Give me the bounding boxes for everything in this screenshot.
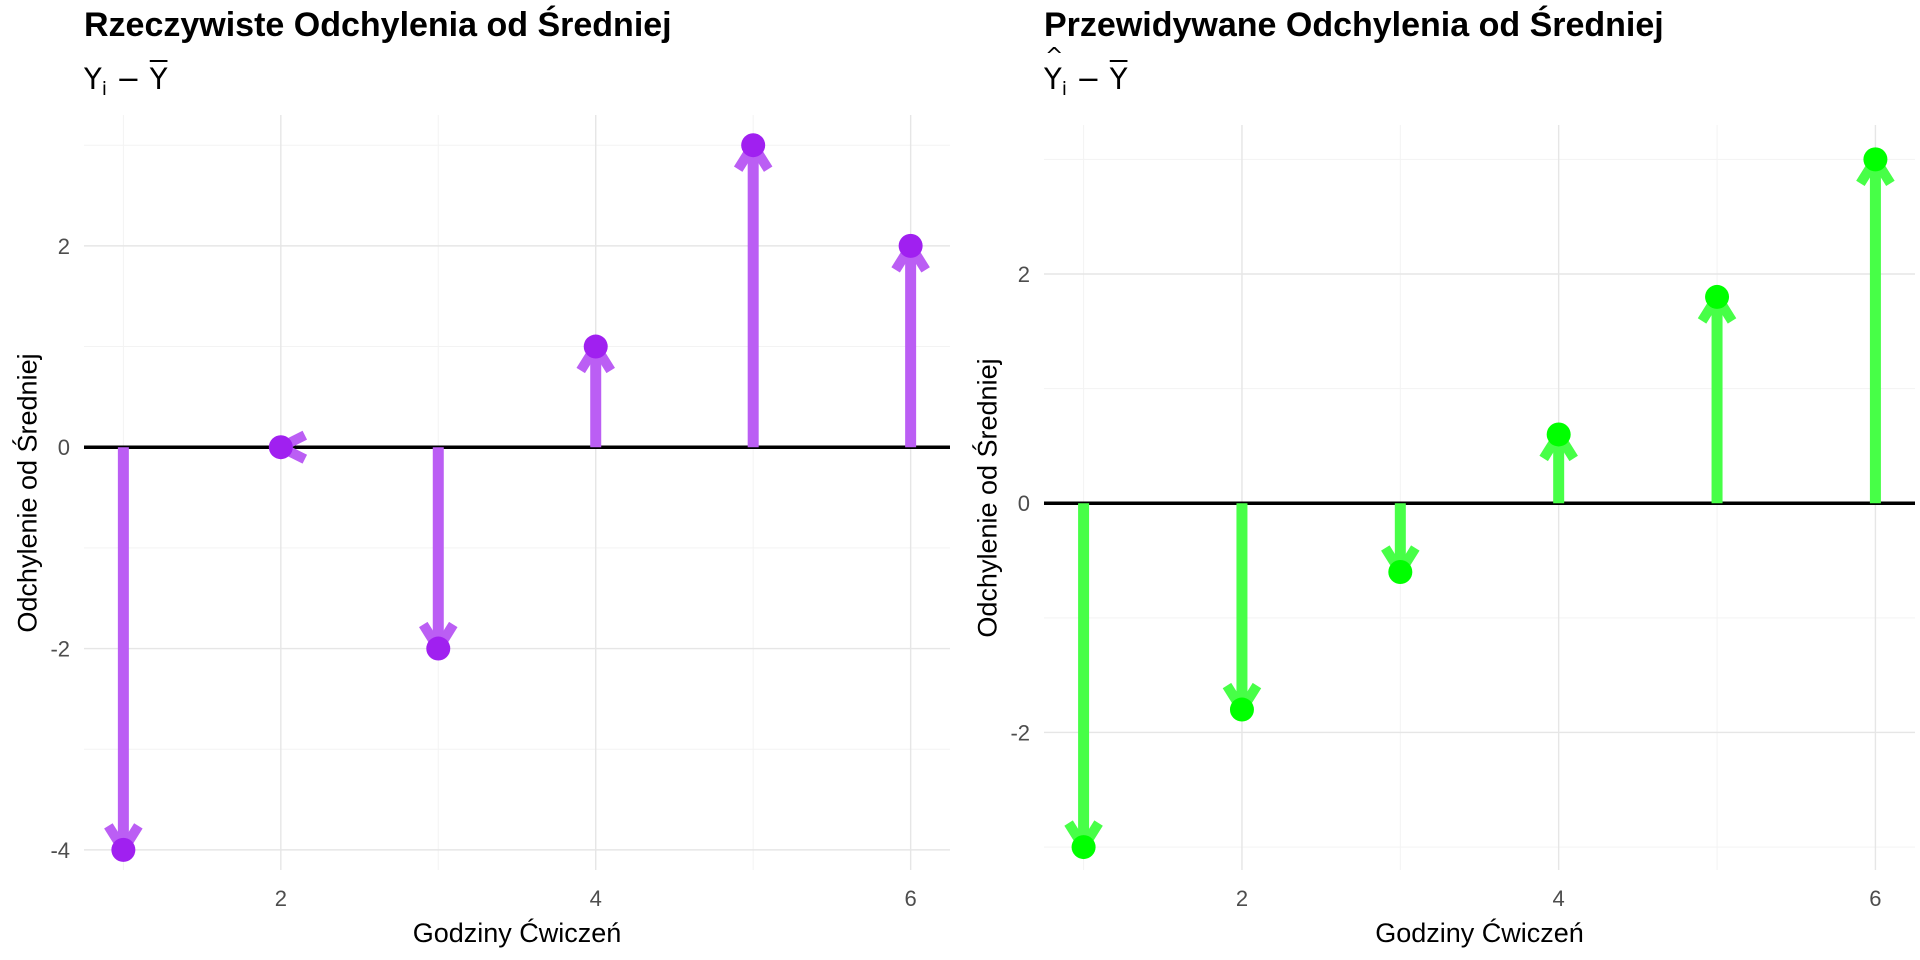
y-tick-label: 0 <box>1018 491 1030 516</box>
x-axis-label: Godziny Ćwiczeń <box>412 918 622 948</box>
y-tick-label: 2 <box>1018 262 1030 287</box>
y-tick-label: 0 <box>58 435 70 460</box>
data-point <box>1863 147 1888 172</box>
x-tick-label: 2 <box>275 886 287 911</box>
data-point <box>1229 697 1254 722</box>
data-point <box>583 334 608 359</box>
data-point <box>898 233 923 258</box>
data-point <box>1705 284 1730 309</box>
y-tick-label: 2 <box>58 234 70 259</box>
y-axis-label: Odchylenie od Średniej <box>12 352 43 633</box>
data-point <box>426 636 451 661</box>
y-tick-label: -4 <box>50 838 70 863</box>
data-point <box>1388 560 1413 584</box>
chart-subtitle: Yi − Y <box>1044 44 1127 100</box>
x-tick-label: 4 <box>1553 886 1565 911</box>
x-tick-label: 4 <box>590 886 602 911</box>
x-tick-label: 6 <box>905 886 917 911</box>
data-point <box>268 435 293 460</box>
y-axis-label: Odchylenie od Średniej <box>972 357 1003 638</box>
x-axis-label: Godziny Ćwiczeń <box>1375 918 1584 948</box>
chart-subtitle: Yi − Y <box>84 62 168 100</box>
data-point <box>1546 422 1571 447</box>
chart-title: Rzeczywiste Odchylenia od Średniej <box>84 6 672 44</box>
x-tick-label: 2 <box>1236 886 1248 911</box>
chart-title: Przewidywane Odchylenia od Średniej <box>1044 6 1664 44</box>
y-tick-label: -2 <box>50 637 70 662</box>
predicted-deviations-panel: Przewidywane Odchylenia od Średniej Yi −… <box>960 0 1920 960</box>
predicted-deviations-chart: -2 0 2 2 4 6 <box>1010 125 1915 911</box>
data-point <box>741 133 766 158</box>
x-tick-label: 6 <box>1869 886 1881 911</box>
data-point <box>1071 835 1096 860</box>
actual-deviations-panel: Rzeczywiste Odchylenia od Średniej Yi − … <box>12 6 950 948</box>
y-tick-label: -2 <box>1010 720 1030 745</box>
data-point <box>111 837 136 862</box>
actual-deviations-chart: -4 -2 0 2 2 4 6 <box>50 115 950 911</box>
